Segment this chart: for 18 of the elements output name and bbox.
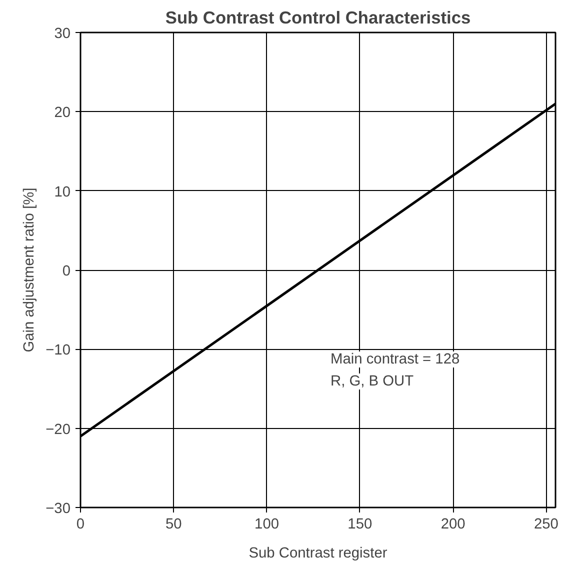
x-tick-label: 100 xyxy=(254,516,280,532)
x-axis-title: Sub Contrast register xyxy=(248,546,388,562)
y-tick-label: −20 xyxy=(46,422,71,438)
y-tick-label: −10 xyxy=(46,342,71,359)
chart-title: Sub Contrast Control Characteristics xyxy=(165,8,471,28)
annotation: R, G, B OUT xyxy=(330,374,414,390)
y-tick-label: 10 xyxy=(54,184,71,200)
y-tick-label: 0 xyxy=(62,264,71,280)
y-axis-title: Gain adjustment ratio [%] xyxy=(22,188,38,352)
y-tick-label: −30 xyxy=(46,501,71,517)
x-tick-label: 0 xyxy=(76,516,85,532)
x-tick-label: 200 xyxy=(440,516,466,532)
y-tick-label: 20 xyxy=(54,105,71,122)
annotation: Main contrast = 128 xyxy=(330,352,460,368)
x-tick-label: 150 xyxy=(348,516,372,532)
y-tick-label: 30 xyxy=(54,26,71,42)
x-tick-label: 250 xyxy=(534,516,558,532)
x-tick-label: 50 xyxy=(165,516,182,532)
